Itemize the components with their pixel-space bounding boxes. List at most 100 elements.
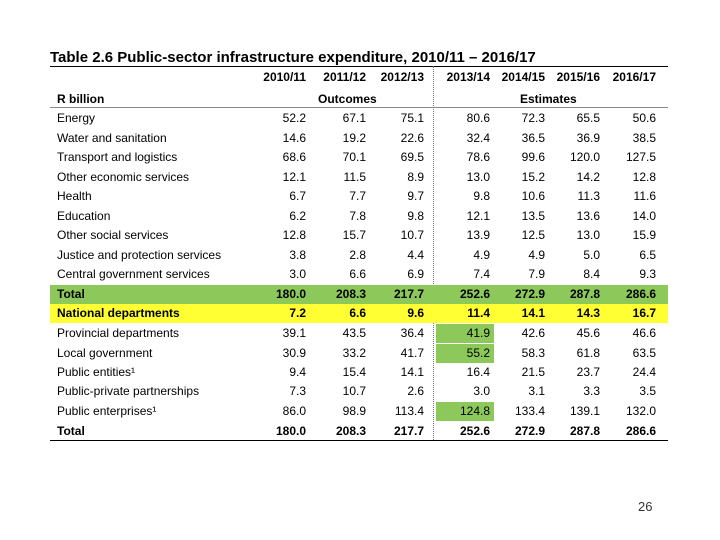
value-cell: 50.6: [632, 111, 656, 125]
value-cell: 287.8: [569, 424, 600, 438]
year-header: 2014/15: [501, 70, 545, 84]
row-label: National departments: [57, 306, 180, 320]
row-label: Total: [57, 424, 85, 438]
value-cell: 113.4: [394, 404, 424, 418]
table-row: Other social services 12.8 15.7 10.7 13.9 12.…: [50, 226, 668, 245]
row-label: Public enterprises¹: [57, 404, 157, 418]
cell-highlight: [436, 402, 494, 421]
row-label: Transport and logistics: [57, 150, 178, 164]
value-cell: 41.9: [466, 326, 490, 340]
value-cell: 23.7: [576, 365, 600, 379]
value-cell: 14.3: [576, 306, 600, 320]
value-cell: 38.5: [632, 131, 656, 145]
value-cell: 7.3: [289, 384, 306, 398]
value-cell: 6.9: [407, 267, 424, 281]
value-cell: 11.5: [343, 170, 366, 184]
value-cell: 15.9: [632, 228, 656, 242]
unit-label: R billion: [57, 92, 105, 106]
value-cell: 61.8: [576, 346, 600, 360]
value-cell: 7.9: [528, 267, 545, 281]
value-cell: 3.0: [289, 267, 306, 281]
value-cell: 3.0: [473, 384, 490, 398]
value-cell: 36.4: [400, 326, 424, 340]
value-cell: 124.8: [459, 404, 490, 418]
value-cell: 36.9: [576, 131, 600, 145]
value-cell: 14.0: [632, 209, 656, 223]
value-cell: 16.4: [466, 365, 490, 379]
value-cell: 6.2: [289, 209, 306, 223]
value-cell: 3.3: [583, 384, 600, 398]
value-cell: 14.6: [282, 131, 306, 145]
table-row: Transport and logistics 68.6 70.1 69.5 78.6 9…: [50, 148, 668, 167]
table-title: Table 2.6 Public-sector infrastructure e…: [50, 49, 536, 66]
value-cell: 287.8: [569, 287, 600, 301]
value-cell: 10.7: [342, 384, 366, 398]
value-cell: 2.6: [407, 384, 424, 398]
table-row: Local government 30.9 33.2 41.7 55.2 58.3 61.8…: [50, 344, 668, 363]
value-cell: 127.5: [625, 150, 656, 164]
value-cell: 32.4: [466, 131, 490, 145]
table-row: Total 180.0 208.3 217.7 252.6 272.9 287.8 286.6: [50, 285, 668, 304]
value-cell: 46.6: [632, 326, 656, 340]
value-cell: 65.5: [576, 111, 600, 125]
table-row: Health 6.7 7.7 9.7 9.8 10.6 11.3 11.6: [50, 187, 668, 206]
estimates-group-label: Estimates: [520, 92, 577, 106]
value-cell: 9.3: [639, 267, 656, 281]
value-cell: 4.4: [407, 248, 424, 262]
value-cell: 14.1: [400, 365, 424, 379]
table-row: National departments 7.2 6.6 9.6 11.4 14.1 14.…: [50, 304, 668, 323]
row-label: Total: [57, 287, 85, 301]
table-row: Public entities¹ 9.4 15.4 14.1 16.4 21.5 23.7 2…: [50, 363, 668, 382]
value-cell: 252.6: [459, 424, 490, 438]
value-cell: 69.5: [400, 150, 424, 164]
cell-highlight: [436, 324, 494, 343]
cell-highlight: [436, 344, 494, 363]
value-cell: 9.6: [407, 306, 424, 320]
table-row: Other economic services 12.1 11.5 8.9 13.0 15…: [50, 168, 668, 187]
row-label: Public-private partnerships: [57, 384, 200, 398]
value-cell: 24.4: [632, 365, 656, 379]
outcomes-group-label: Outcomes: [318, 92, 377, 106]
value-cell: 63.5: [632, 346, 656, 360]
value-cell: 139.1: [569, 404, 600, 418]
row-label: Local government: [57, 346, 153, 360]
value-cell: 9.4: [289, 365, 306, 379]
value-cell: 5.0: [583, 248, 600, 262]
value-cell: 7.4: [473, 267, 490, 281]
value-cell: 7.7: [349, 189, 366, 203]
value-cell: 86.0: [282, 404, 306, 418]
value-cell: 14.2: [576, 170, 600, 184]
value-cell: 21.5: [521, 365, 545, 379]
value-cell: 13.0: [466, 170, 490, 184]
value-cell: 13.0: [576, 228, 600, 242]
value-cell: 33.2: [342, 346, 366, 360]
value-cell: 3.8: [289, 248, 306, 262]
value-cell: 12.1: [466, 209, 490, 223]
value-cell: 2.8: [349, 248, 366, 262]
top-rule: [50, 66, 668, 67]
value-cell: 22.6: [400, 131, 424, 145]
value-cell: 15.4: [342, 365, 366, 379]
value-cell: 6.5: [639, 248, 656, 262]
value-cell: 120.0: [569, 150, 600, 164]
value-cell: 9.7: [407, 189, 424, 203]
value-cell: 55.2: [466, 346, 490, 360]
value-cell: 58.3: [521, 346, 545, 360]
value-cell: 72.3: [521, 111, 545, 125]
value-cell: 208.3: [335, 424, 366, 438]
value-cell: 4.9: [473, 248, 490, 262]
value-cell: 12.1: [282, 170, 306, 184]
year-header: 2016/17: [612, 70, 656, 84]
value-cell: 272.9: [514, 424, 545, 438]
value-cell: 6.6: [349, 267, 366, 281]
value-cell: 99.6: [521, 150, 545, 164]
value-cell: 132.0: [625, 404, 656, 418]
value-cell: 133.4: [514, 404, 545, 418]
value-cell: 217.7: [393, 287, 424, 301]
value-cell: 6.6: [349, 306, 366, 320]
value-cell: 68.6: [282, 150, 306, 164]
value-cell: 286.6: [625, 287, 656, 301]
value-cell: 10.7: [400, 228, 424, 242]
value-cell: 180.0: [275, 424, 306, 438]
value-cell: 39.1: [282, 326, 306, 340]
